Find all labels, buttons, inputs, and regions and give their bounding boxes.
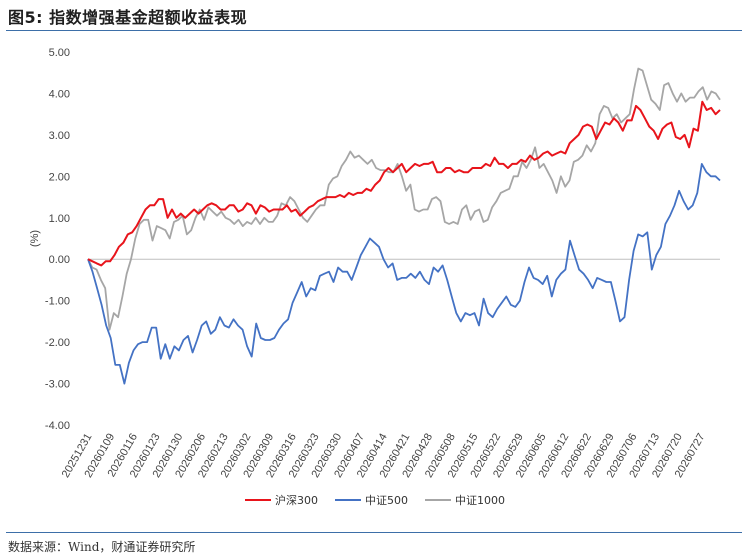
legend: 沪深300 中证500 中证1000: [245, 493, 505, 507]
y-tick-label: 5.00: [49, 47, 70, 59]
y-tick-label: 3.00: [49, 130, 70, 142]
y-tick-label: 4.00: [49, 88, 70, 100]
y-tick-label: -3.00: [45, 379, 70, 391]
y-tick-label: -4.00: [45, 420, 70, 432]
y-tick-label: -1.00: [45, 296, 70, 308]
series-line-0: [87, 100, 721, 267]
y-axis-label: (%): [29, 230, 41, 247]
legend-label: 中证1000: [455, 494, 505, 507]
footer-rule: [6, 532, 742, 533]
chart-title: 图5: 指数增强基金超额收益表现: [8, 8, 248, 27]
y-axis: -4.00 -3.00 -2.00 -1.00 0.00 1.00 2.00 3.00 4.00…: [45, 47, 70, 432]
legend-label: 中证500: [365, 494, 408, 507]
series-line-1: [87, 162, 721, 385]
line-chart: -4.00 -3.00 -2.00 -1.00 0.00 1.00 2.00 3.00 4.00…: [29, 47, 721, 507]
x-axis: 2025123120260109202601162026012320260130…: [60, 432, 708, 480]
legend-label: 沪深300: [275, 493, 318, 507]
title-rule: [6, 30, 742, 31]
y-tick-label: 0.00: [49, 254, 70, 266]
series-layer: [87, 67, 721, 385]
y-tick-label: 2.00: [49, 171, 70, 183]
source-note: 数据来源：Wind，财通证券研究所: [8, 540, 196, 554]
series-line-2: [87, 67, 721, 331]
y-tick-label: 1.00: [49, 213, 70, 225]
y-tick-label: -2.00: [45, 337, 70, 349]
